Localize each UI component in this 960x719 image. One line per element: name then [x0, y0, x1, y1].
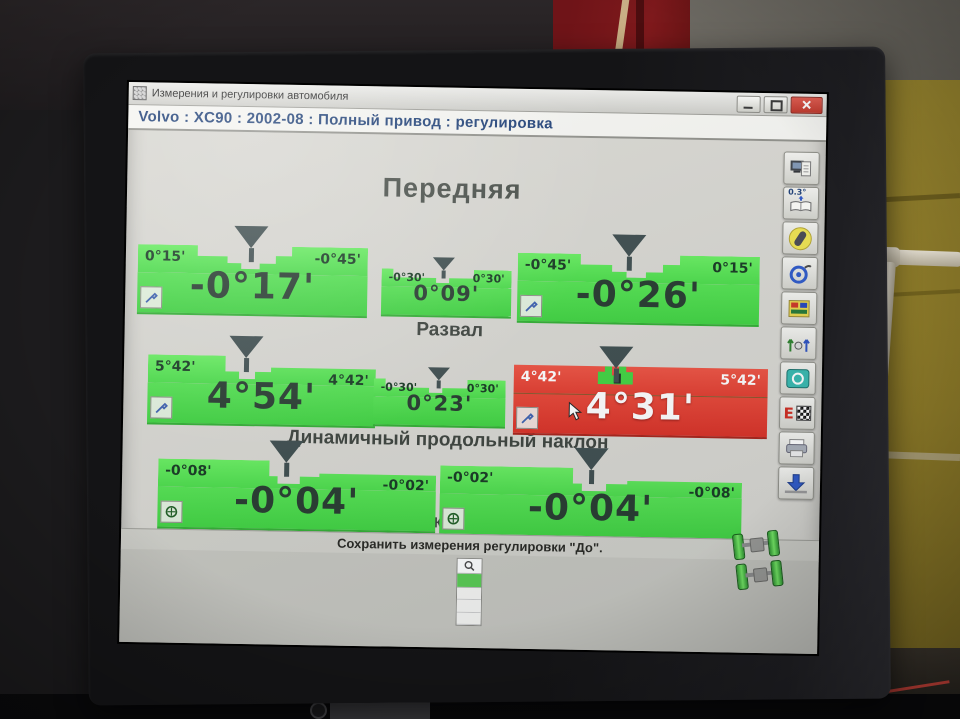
front-axle-icon[interactable] — [731, 529, 781, 561]
wrench-icon[interactable] — [515, 406, 539, 430]
window-controls — [736, 95, 827, 114]
gauge-range-left: -0°02' — [446, 469, 494, 487]
gauge-range-right: 0°30' — [466, 381, 499, 396]
aligner-app-window: Измерения и регулировки автомобиля Volvo… — [119, 81, 827, 655]
arrows-icon — [787, 338, 810, 352]
wrench-icon[interactable] — [150, 396, 173, 419]
next-procedure-button[interactable] — [777, 466, 815, 500]
page-title: Передняя — [382, 172, 522, 205]
checkered-flag-icon — [795, 405, 812, 421]
pointer-arrow-icon — [574, 447, 609, 485]
pointer-arrow-icon — [233, 225, 269, 263]
e-letter-icon: E — [783, 403, 795, 423]
vehicle-measurements-button[interactable] — [783, 151, 820, 186]
gauge-camber-right: -0°26' -0°45' 0°15' — [516, 234, 760, 327]
status-text: Сохранить измерения регулировки "До". — [336, 535, 603, 556]
gauge-range-right: 4°42' — [328, 372, 369, 390]
turn-plate-button[interactable] — [781, 256, 818, 290]
gauge-range-right: -0°02' — [382, 477, 430, 495]
gauge-range-left: 5°42' — [154, 358, 196, 376]
spec-badge: 0.3° — [788, 187, 807, 197]
gauge-range-left: 0°15' — [144, 248, 186, 265]
caster-icon — [788, 226, 812, 250]
target-screen-button[interactable] — [779, 361, 817, 395]
gauge-camber-left: -0°17' 0°15' -0°45' — [136, 225, 368, 319]
mouse-cursor — [568, 401, 583, 421]
gauge-range-right: 5°42' — [720, 372, 761, 390]
toe-adjust-icon[interactable] — [442, 507, 465, 530]
pointer-arrow-icon — [612, 234, 647, 271]
rear-axle-icon[interactable] — [735, 559, 784, 591]
pointer-arrow-icon — [229, 335, 264, 373]
specifications-button[interactable]: 0.3° — [782, 186, 820, 221]
caster-adjust-button[interactable] — [782, 221, 819, 256]
target-icon — [786, 368, 810, 388]
zoom-level-widget[interactable] — [455, 557, 483, 627]
gauge-range-right: -0°08' — [688, 484, 735, 502]
minimize-button[interactable] — [736, 95, 761, 113]
wheel-display-icon — [788, 299, 810, 317]
gauge-range-left: 4°42' — [520, 368, 562, 386]
magnifier-icon — [457, 558, 482, 575]
app-icon — [132, 86, 147, 101]
gauge-range-left: -0°30' — [388, 270, 426, 285]
gauge-toe-right: -0°04' -0°02' -0°08' — [439, 447, 742, 541]
gauge-value: 4°31' — [585, 385, 696, 429]
blue-arrow-icon — [784, 473, 807, 493]
gauge-value: -0°26' — [575, 273, 702, 317]
monitor-knob — [310, 702, 327, 719]
gauge-value: -0°17' — [189, 265, 316, 309]
wheel-display-button[interactable] — [780, 291, 818, 325]
gauge-range-left: -0°45' — [524, 256, 572, 274]
gauge-caster-right-alert: 4°31' 4°42' 5°42' — [512, 346, 769, 440]
gauge-toe-left: -0°04' -0°08' -0°02' — [157, 440, 436, 534]
finish-button[interactable]: E — [778, 396, 816, 430]
gauge-range-right: 0°15' — [712, 260, 753, 277]
close-button[interactable] — [790, 96, 823, 114]
turnplate-icon — [789, 264, 812, 284]
toe-adjust-icon[interactable] — [160, 500, 183, 523]
measure-arrows-button[interactable] — [780, 326, 817, 360]
wrench-icon[interactable] — [519, 294, 543, 318]
monitor-document-icon — [790, 160, 812, 176]
print-button[interactable] — [778, 431, 815, 465]
pointer-arrow-icon — [598, 346, 633, 383]
wrench-icon[interactable] — [139, 286, 163, 309]
gauge-range-right: 0°30' — [472, 271, 505, 286]
gauge-caster-center: 0°23' -0°30' 0°30' — [372, 367, 506, 429]
gauge-range-left: -0°30' — [380, 380, 418, 395]
pointer-arrow-icon — [269, 440, 304, 477]
gauge-caster-left: 4°54' 5°42' 4°42' — [146, 335, 376, 429]
maximize-button[interactable] — [763, 95, 788, 113]
gauge-range-left: -0°08' — [165, 462, 212, 480]
gauge-range-right: -0°45' — [314, 251, 362, 269]
zoom-level-fill — [457, 573, 482, 589]
printer-icon — [786, 438, 808, 457]
book-icon — [790, 195, 812, 212]
window-title: Измерения и регулировки автомобиля — [151, 87, 349, 103]
gauge-camber-center: 0°09' -0°30' 0°30' — [380, 257, 512, 319]
